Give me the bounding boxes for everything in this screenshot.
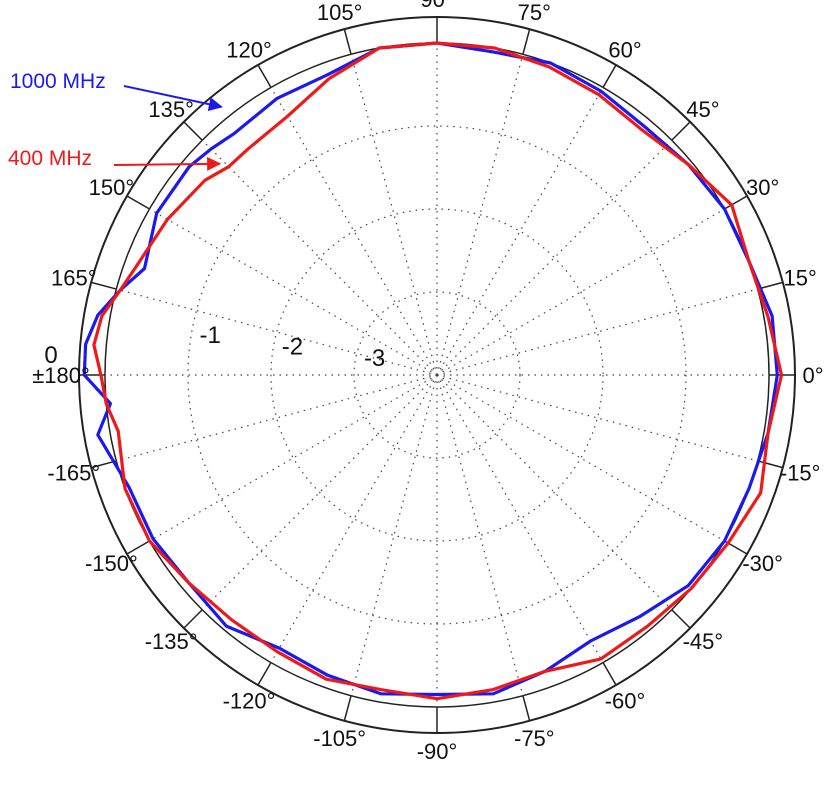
frame-tick xyxy=(343,29,352,55)
radial-tick-label: -3 xyxy=(364,345,385,372)
theta-tick-label: -135° xyxy=(145,629,198,654)
frame-tick xyxy=(183,121,203,141)
frame-tick xyxy=(671,609,691,629)
frame-tick xyxy=(522,29,531,55)
theta-tick-label: 150° xyxy=(89,175,135,200)
series-group xyxy=(82,41,784,701)
theta-tick-label: 105° xyxy=(317,0,363,25)
grid-ring xyxy=(187,125,687,625)
annotation-arrow xyxy=(123,85,223,112)
frame-tick xyxy=(91,460,117,469)
annotation-label: 1000 MHz xyxy=(10,70,106,93)
theta-tick-label: 60° xyxy=(608,37,641,62)
theta-tick-label: -150° xyxy=(85,551,138,576)
series-line-1000mhz xyxy=(82,41,779,697)
theta-tick-label: 90° xyxy=(420,0,453,12)
frame-tick xyxy=(671,121,691,141)
theta-tick-label: 165° xyxy=(51,266,97,291)
frame-tick xyxy=(257,662,272,686)
theta-tick-label: 30° xyxy=(746,175,779,200)
annotation-label: 400 MHz xyxy=(8,147,92,170)
frame-tick xyxy=(757,460,783,469)
theta-tick-label: -165° xyxy=(47,460,100,485)
theta-tick-label: ±180° xyxy=(32,363,90,388)
annotations: 1000 MHz 400 MHz xyxy=(8,70,223,171)
theta-tick-label: 15° xyxy=(784,266,817,291)
theta-tick-label: -105° xyxy=(313,726,366,751)
theta-tick-label: 75° xyxy=(518,0,551,25)
frame-tick xyxy=(126,195,150,210)
theta-tick-label: -60° xyxy=(605,689,646,714)
frame-tick xyxy=(126,540,150,555)
axis-labels: 90° 75° 60° 45° 30° 15° 0° -15° -30° -45° -60° -75°… xyxy=(32,0,823,764)
annotation-arrow xyxy=(113,156,222,171)
theta-tick-label: -15° xyxy=(780,460,821,485)
theta-tick-label: 135° xyxy=(148,97,194,122)
theta-tick-label: -30° xyxy=(742,551,783,576)
theta-tick-label: 45° xyxy=(686,97,719,122)
radial-tick-label: -2 xyxy=(282,334,303,361)
frame-tick xyxy=(91,281,117,290)
grid-ring xyxy=(270,208,604,542)
series-line-400mhz xyxy=(92,41,784,701)
frame-tick xyxy=(343,695,352,721)
radial-tick-label: 0 xyxy=(44,342,57,369)
frame-tick xyxy=(602,662,617,686)
frame-tick xyxy=(183,609,203,629)
theta-tick-label: 120° xyxy=(226,37,272,62)
grid-ring xyxy=(353,291,521,459)
theta-tick-label: -120° xyxy=(223,689,276,714)
frame-tick xyxy=(724,195,748,210)
theta-tick-label: -75° xyxy=(514,726,555,751)
theta-tick-label: -90° xyxy=(417,739,458,764)
polar-grid xyxy=(105,43,769,707)
frame-tick xyxy=(257,64,272,88)
theta-tick-label: 0° xyxy=(802,363,823,388)
frame-tick xyxy=(602,64,617,88)
theta-tick-label: -45° xyxy=(683,629,724,654)
frame-tick xyxy=(522,695,531,721)
radial-tick-label: -1 xyxy=(200,322,221,349)
